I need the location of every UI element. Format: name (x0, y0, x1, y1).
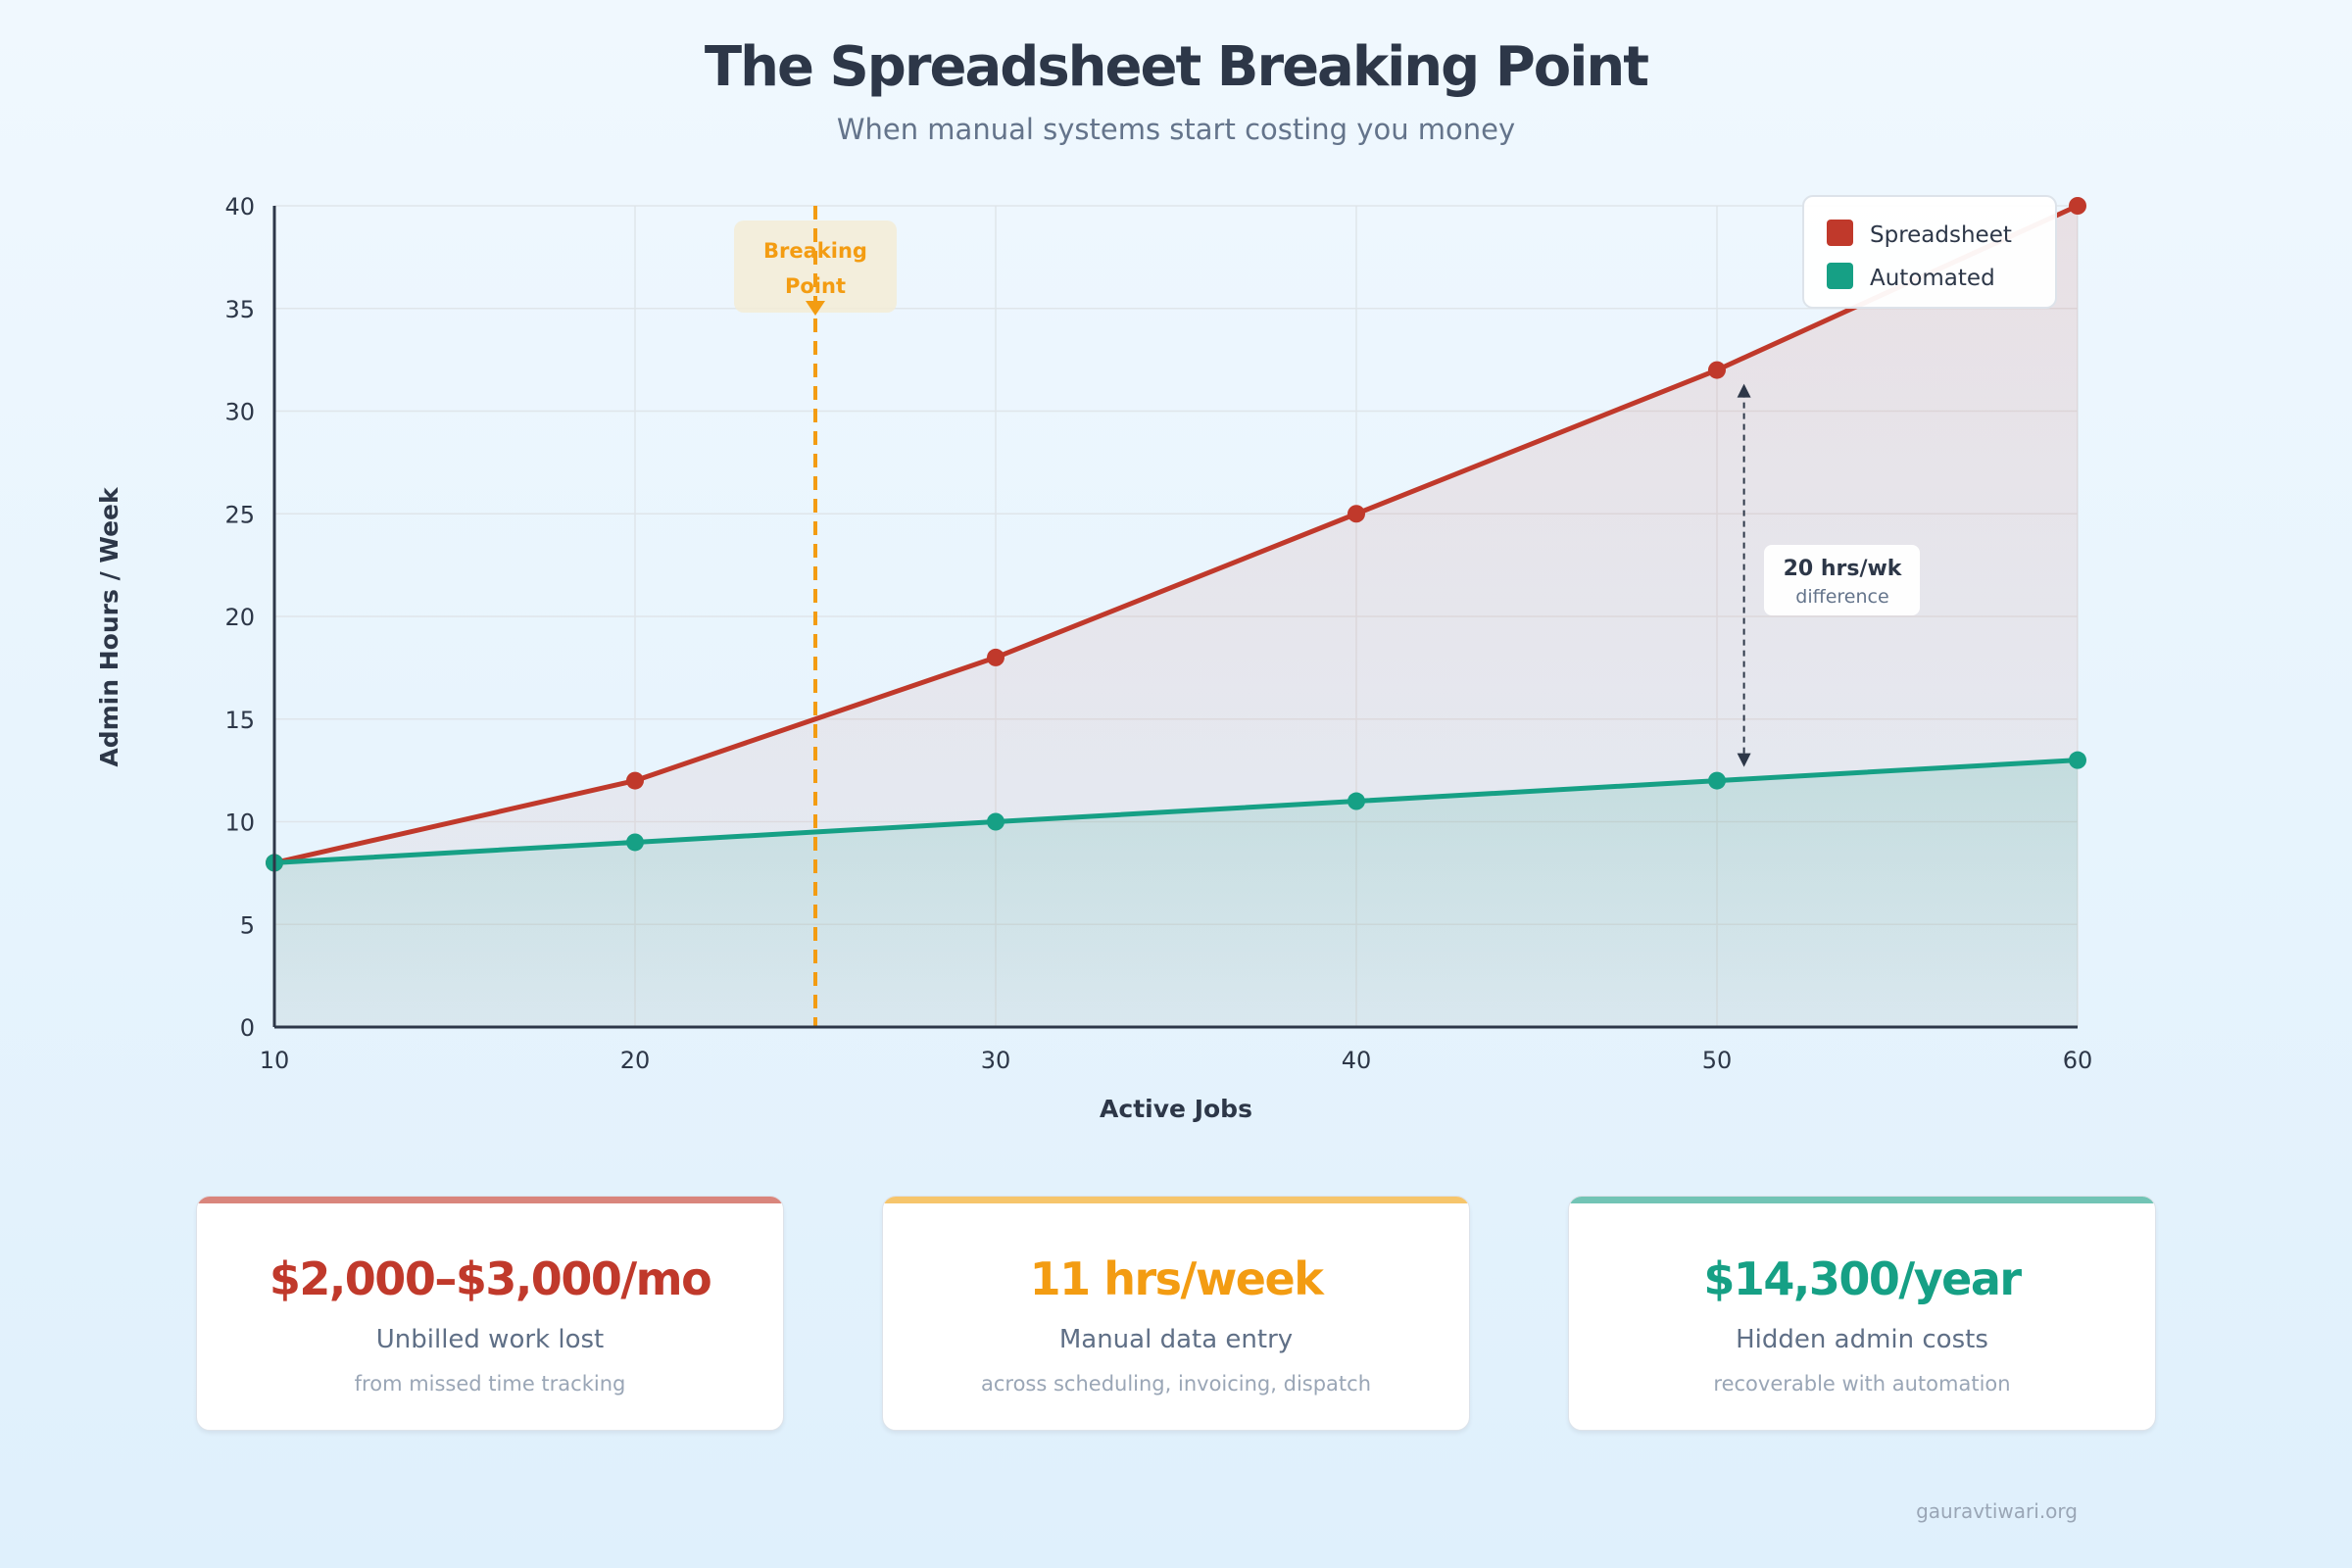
y-axis-label: Admin Hours / Week (95, 486, 123, 767)
card-accent-bar (197, 1197, 783, 1203)
arrow-down-icon (1737, 753, 1751, 767)
breaking-point-label-box (734, 220, 897, 313)
card-sublabel: from missed time tracking (354, 1372, 626, 1396)
card-label: Unbilled work lost (375, 1325, 605, 1354)
x-tick-label: 40 (1342, 1047, 1372, 1074)
x-tick-label: 20 (620, 1047, 651, 1074)
data-point-automated (1708, 771, 1726, 790)
card-accent-bar (1569, 1197, 2155, 1203)
card-label: Manual data entry (1058, 1325, 1294, 1354)
data-point-spreadsheet (1708, 361, 1726, 379)
y-tick-label: 40 (224, 193, 255, 220)
x-axis-label: Active Jobs (1100, 1095, 1252, 1123)
difference-sublabel: difference (1795, 586, 1888, 608)
legend-swatch-spreadsheet (1827, 220, 1853, 246)
card-label: Hidden admin costs (1736, 1325, 1988, 1354)
legend-swatch-automated (1827, 263, 1853, 289)
chart-subtitle: When manual systems start costing you mo… (836, 113, 1516, 146)
card-value: $14,300/year (1703, 1252, 2022, 1305)
breaking-point-arrow-icon (806, 301, 825, 316)
chart-title: The Spreadsheet Breaking Point (704, 35, 1649, 99)
legend-label: Spreadsheet (1870, 222, 2012, 248)
breaking-point-label: Point (785, 274, 846, 298)
card-sublabel: across scheduling, invoicing, dispatch (980, 1372, 1372, 1396)
data-point-automated (626, 833, 644, 852)
y-tick-label: 30 (224, 399, 255, 426)
stat-card-unbilled: $2,000–$3,000/mo Unbilled work lost from… (196, 1196, 784, 1431)
arrow-up-icon (1737, 383, 1751, 398)
y-tick-label: 5 (240, 911, 255, 939)
stat-card-admin-costs: $14,300/year Hidden admin costs recovera… (1568, 1196, 2156, 1431)
legend-box (1802, 195, 2057, 309)
data-point-automated (2069, 751, 2086, 769)
data-point-automated (1348, 792, 1365, 810)
legend-label: Automated (1870, 266, 1995, 291)
line-chart: Breaking Point 0 5 10 15 20 25 30 35 40 10 20 30 40 50… (95, 193, 2093, 1123)
card-value: 11 hrs/week (1029, 1252, 1324, 1305)
footer-credit: gauravtiwari.org (1916, 1499, 2078, 1523)
card-sublabel: recoverable with automation (1713, 1372, 2011, 1396)
data-point-spreadsheet (987, 648, 1004, 666)
y-tick-label: 20 (224, 604, 255, 631)
y-tick-label: 10 (224, 809, 255, 837)
series-line-spreadsheet (273, 203, 2080, 865)
x-tick-label: 30 (981, 1047, 1011, 1074)
data-point-spreadsheet (626, 771, 644, 790)
data-point-automated (987, 812, 1004, 831)
series-line-automated (273, 758, 2079, 865)
y-tick-label: 25 (224, 501, 255, 528)
card-value: $2,000–$3,000/mo (269, 1252, 712, 1305)
card-accent-bar (883, 1197, 1469, 1203)
x-tick-label: 60 (2063, 1047, 2093, 1074)
data-point-spreadsheet (1348, 505, 1365, 523)
y-tick-label: 35 (224, 296, 255, 323)
difference-label: 20 hrs/wk (1784, 557, 1903, 581)
area-automated (274, 760, 2078, 1027)
difference-label-box (1764, 545, 1920, 615)
data-point-spreadsheet (2069, 197, 2086, 215)
breaking-point-label: Breaking (763, 239, 867, 263)
x-tick-label: 50 (1702, 1047, 1733, 1074)
x-tick-label: 10 (260, 1047, 290, 1074)
y-tick-label: 15 (224, 707, 255, 734)
stat-card-data-entry: 11 hrs/week Manual data entry across sch… (882, 1196, 1470, 1431)
y-tick-label: 0 (240, 1014, 255, 1042)
